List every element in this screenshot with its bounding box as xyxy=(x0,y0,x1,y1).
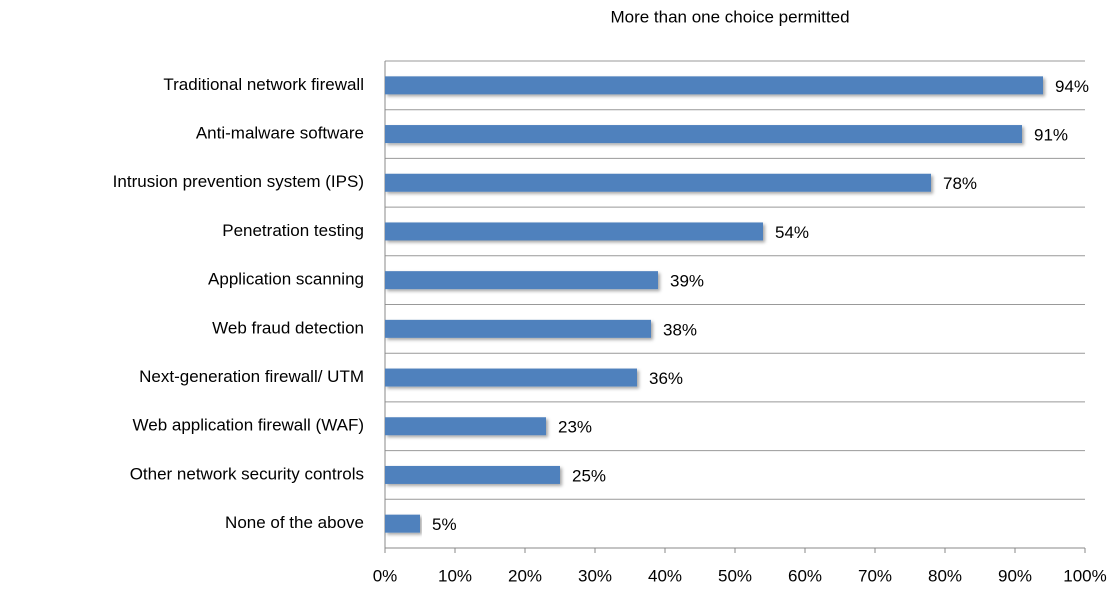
x-tick-label: 30% xyxy=(578,566,612,585)
bar xyxy=(385,125,1022,144)
x-tick-label: 40% xyxy=(648,566,682,585)
bar xyxy=(385,76,1043,95)
x-tick-label: 60% xyxy=(788,566,822,585)
y-tick-label: Web application firewall (WAF) xyxy=(133,416,364,435)
value-label: 91% xyxy=(1034,126,1068,145)
chart-subtitle: More than one choice permitted xyxy=(610,7,849,26)
value-label: 25% xyxy=(572,466,606,485)
bar xyxy=(385,514,420,533)
bar xyxy=(385,173,931,192)
bar xyxy=(385,465,560,484)
bar xyxy=(385,368,637,387)
y-tick-label: Penetration testing xyxy=(222,221,364,240)
value-label: 36% xyxy=(649,369,683,388)
x-tick-label: 80% xyxy=(928,566,962,585)
x-tick-label: 50% xyxy=(718,566,752,585)
value-label: 23% xyxy=(558,418,592,437)
bar xyxy=(385,319,651,338)
value-label: 54% xyxy=(775,223,809,242)
bar xyxy=(385,417,546,436)
y-tick-label: None of the above xyxy=(225,513,364,532)
y-tick-label: Traditional network firewall xyxy=(163,75,364,94)
bar xyxy=(385,271,658,290)
y-tick-label: Web fraud detection xyxy=(212,318,364,337)
y-tick-label: Next-generation firewall/ UTM xyxy=(139,367,364,386)
y-tick-label: Application scanning xyxy=(208,270,364,289)
value-label: 78% xyxy=(943,174,977,193)
value-label: 94% xyxy=(1055,77,1089,96)
value-label: 5% xyxy=(432,515,457,534)
bar xyxy=(385,222,763,241)
x-tick-label: 10% xyxy=(438,566,472,585)
y-tick-label: Intrusion prevention system (IPS) xyxy=(113,172,364,191)
x-tick-label: 70% xyxy=(858,566,892,585)
x-tick-label: 100% xyxy=(1063,566,1106,585)
x-tick-label: 20% xyxy=(508,566,542,585)
x-tick-label: 0% xyxy=(373,566,398,585)
y-tick-label: Other network security controls xyxy=(130,464,364,483)
value-label: 39% xyxy=(670,272,704,291)
x-tick-label: 90% xyxy=(998,566,1032,585)
y-tick-label: Anti-malware software xyxy=(196,124,364,143)
value-label: 38% xyxy=(663,320,697,339)
